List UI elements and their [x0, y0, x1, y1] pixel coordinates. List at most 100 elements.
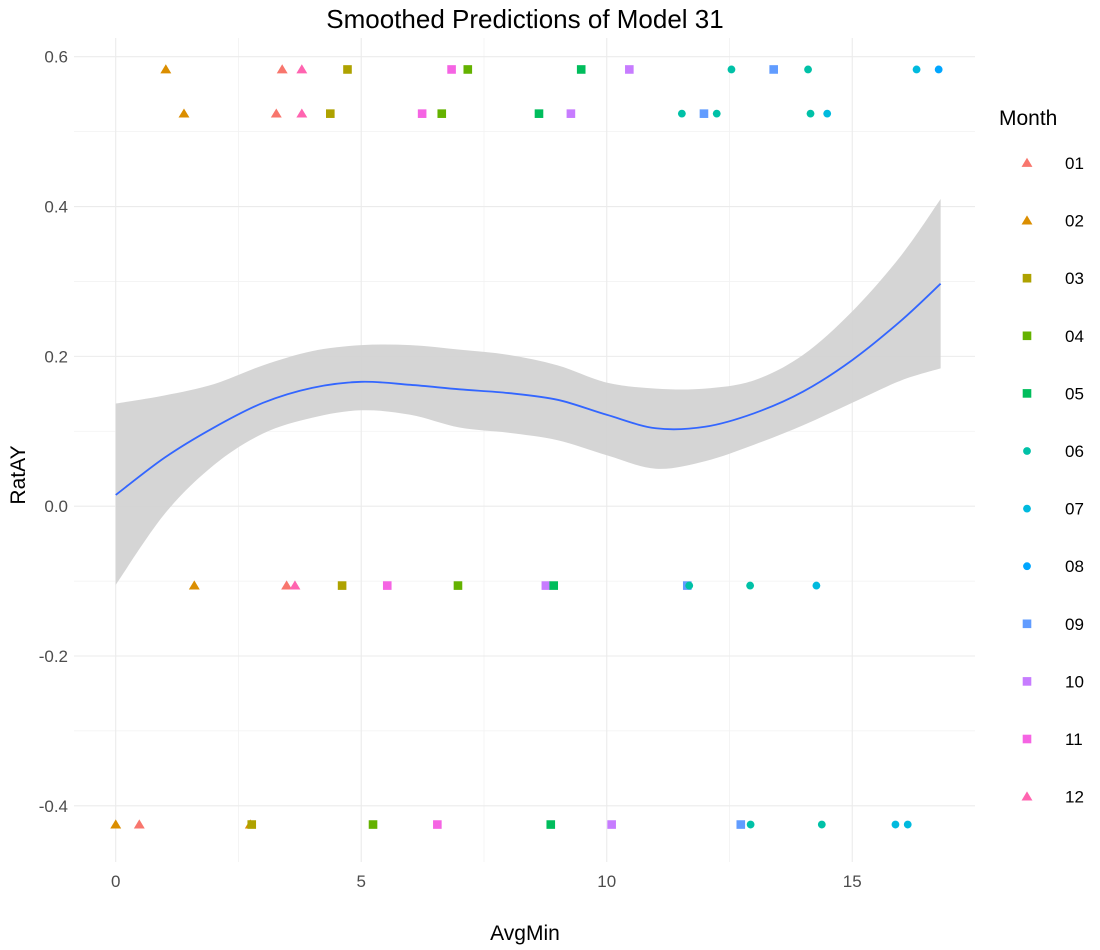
legend-key-06 [1023, 447, 1031, 455]
y-tick-label: -0.4 [39, 797, 68, 816]
smooth-line [115, 283, 942, 496]
data-point-month-06 [804, 65, 812, 74]
y-tick-label: 0.4 [44, 198, 68, 217]
data-point-month-06 [677, 109, 686, 118]
data-point-month-03 [247, 820, 257, 829]
legend-label-04: 04 [1065, 327, 1084, 346]
data-point-month-07 [891, 820, 900, 829]
data-point-month-02 [110, 819, 122, 829]
x-tick-label: 15 [843, 872, 862, 891]
data-point-month-03 [326, 109, 335, 118]
data-point-month-05 [549, 581, 559, 590]
data-point-month-10 [541, 581, 551, 590]
y-tick-label: 0.6 [44, 48, 68, 67]
y-tick-label: -0.2 [39, 647, 68, 666]
data-point-month-09 [736, 820, 746, 829]
data-point-month-06 [685, 581, 694, 590]
data-point-month-05 [546, 820, 556, 829]
data-point-month-10 [607, 820, 616, 829]
data-point-month-07 [903, 820, 912, 829]
data-point-month-06 [712, 109, 721, 118]
data-point-month-03 [343, 65, 352, 74]
y-axis-title: RatAY [7, 445, 30, 504]
smooth-line-layer [115, 283, 942, 496]
points-layer [110, 64, 943, 829]
data-point-month-01 [276, 64, 288, 74]
legend-item-11: 11 [1022, 730, 1083, 749]
x-axis-ticks: 0 5 10 15 [111, 872, 862, 891]
legend-label-11: 11 [1065, 730, 1083, 749]
data-point-month-06 [727, 65, 736, 74]
data-point-month-09 [699, 109, 709, 118]
x-axis-title: AvgMin [490, 922, 560, 945]
legend-key-05 [1022, 389, 1032, 398]
legend-key-03 [1022, 273, 1032, 283]
data-point-month-07 [823, 109, 832, 118]
data-point-month-07 [812, 581, 821, 590]
legend-key-12 [1021, 791, 1033, 801]
data-point-month-06 [817, 820, 826, 829]
data-point-month-12 [296, 64, 308, 74]
legend-item-06: 06 [1023, 442, 1084, 461]
legend-label-03: 03 [1065, 269, 1084, 288]
legend-label-08: 08 [1065, 557, 1084, 576]
data-point-month-01 [133, 819, 145, 829]
data-point-month-04 [453, 581, 463, 590]
legend-key-11 [1022, 734, 1032, 744]
legend-item-10: 10 [1022, 672, 1084, 691]
legend-item-09: 09 [1022, 615, 1084, 634]
data-point-month-05 [534, 109, 544, 118]
legend-label-10: 10 [1065, 672, 1084, 691]
data-point-month-11 [433, 820, 442, 829]
legend-key-10 [1022, 677, 1032, 686]
confidence-ribbon-layer [115, 199, 941, 585]
legend-label-06: 06 [1065, 442, 1084, 461]
data-point-month-04 [437, 109, 447, 118]
legend-item-02: 02 [1021, 212, 1084, 231]
data-point-month-06 [746, 820, 755, 829]
data-point-month-06 [806, 109, 815, 118]
data-point-month-05 [576, 65, 586, 74]
data-point-month-11 [417, 109, 427, 118]
legend-key-04 [1022, 331, 1032, 341]
legend-label-07: 07 [1065, 500, 1084, 519]
legend-key-09 [1022, 619, 1032, 629]
legend-item-01: 01 [1021, 154, 1084, 173]
legend-item-03: 03 [1022, 269, 1084, 288]
chart-title: Smoothed Predictions of Model 31 [326, 4, 723, 34]
x-tick-label: 0 [111, 872, 120, 891]
data-point-month-03 [337, 581, 347, 590]
legend-label-12: 12 [1065, 788, 1084, 807]
legend-label-01: 01 [1065, 154, 1084, 173]
legend-item-12: 12 [1021, 788, 1084, 807]
legend-item-05: 05 [1022, 384, 1084, 403]
data-point-month-01 [270, 108, 282, 118]
x-tick-label: 5 [357, 872, 366, 891]
x-tick-label: 10 [597, 872, 616, 891]
data-point-month-04 [368, 820, 378, 829]
data-point-month-07 [912, 65, 921, 74]
data-point-month-10 [566, 109, 576, 118]
legend-key-07 [1023, 504, 1031, 513]
data-point-month-02 [160, 64, 172, 74]
data-point-month-12 [289, 580, 301, 590]
data-point-month-02 [178, 108, 190, 118]
legend-item-07: 07 [1023, 500, 1084, 519]
legend-item-08: 08 [1023, 557, 1084, 576]
legend-title: Month [999, 107, 1057, 130]
legend-label-02: 02 [1065, 212, 1084, 231]
legend-key-08 [1023, 562, 1031, 571]
legend: Month 01 02 03 04 05 06 07 08 09 10 11 12 [999, 107, 1084, 807]
data-point-month-04 [463, 65, 473, 74]
y-tick-label: 0.2 [44, 347, 68, 366]
data-point-month-09 [769, 65, 778, 74]
legend-item-04: 04 [1022, 327, 1084, 346]
legend-label-05: 05 [1065, 384, 1084, 403]
y-tick-label: 0.0 [44, 497, 68, 516]
y-axis-ticks: -0.4 -0.2 0.0 0.2 0.4 0.6 [39, 48, 68, 816]
major-gridlines [74, 38, 975, 862]
data-point-month-12 [296, 108, 308, 118]
data-point-month-10 [625, 65, 634, 74]
